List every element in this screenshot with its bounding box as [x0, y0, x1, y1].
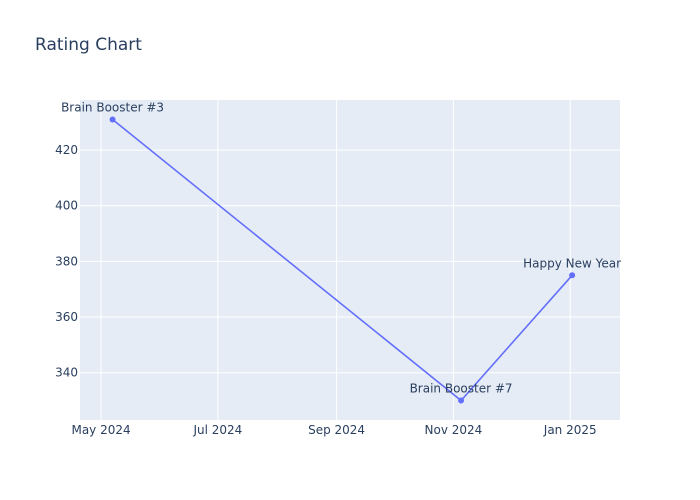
plot-area: [80, 100, 620, 420]
data-point: [458, 397, 465, 404]
gridlines: [80, 100, 620, 420]
data-label: Brain Booster #7: [410, 382, 513, 396]
data-point: [109, 116, 116, 123]
y-tick-label: 420: [55, 143, 78, 157]
data-label: Brain Booster #3: [61, 100, 164, 114]
data-point: [569, 272, 576, 279]
x-tick-label: Sep 2024: [308, 423, 365, 437]
y-axis-ticks: 340 360 380 400 420: [55, 143, 78, 380]
x-tick-label: Jan 2025: [543, 423, 597, 437]
chart-title: Rating Chart: [35, 35, 142, 55]
data-labels: Brain Booster #3 Brain Booster #7 Happy Ne…: [61, 100, 621, 395]
x-axis-ticks: May 2024 Jul 2024 Sep 2024 Nov 2024 Jan 2025: [71, 423, 596, 437]
y-tick-label: 400: [55, 199, 78, 213]
x-tick-label: Jul 2024: [192, 423, 242, 437]
y-tick-label: 360: [55, 310, 78, 324]
data-label: Happy New Year: [523, 256, 621, 270]
y-tick-label: 380: [55, 254, 78, 268]
x-tick-label: May 2024: [71, 423, 130, 437]
data-points: [109, 116, 576, 404]
x-tick-label: Nov 2024: [425, 423, 483, 437]
y-tick-label: 340: [55, 366, 78, 380]
